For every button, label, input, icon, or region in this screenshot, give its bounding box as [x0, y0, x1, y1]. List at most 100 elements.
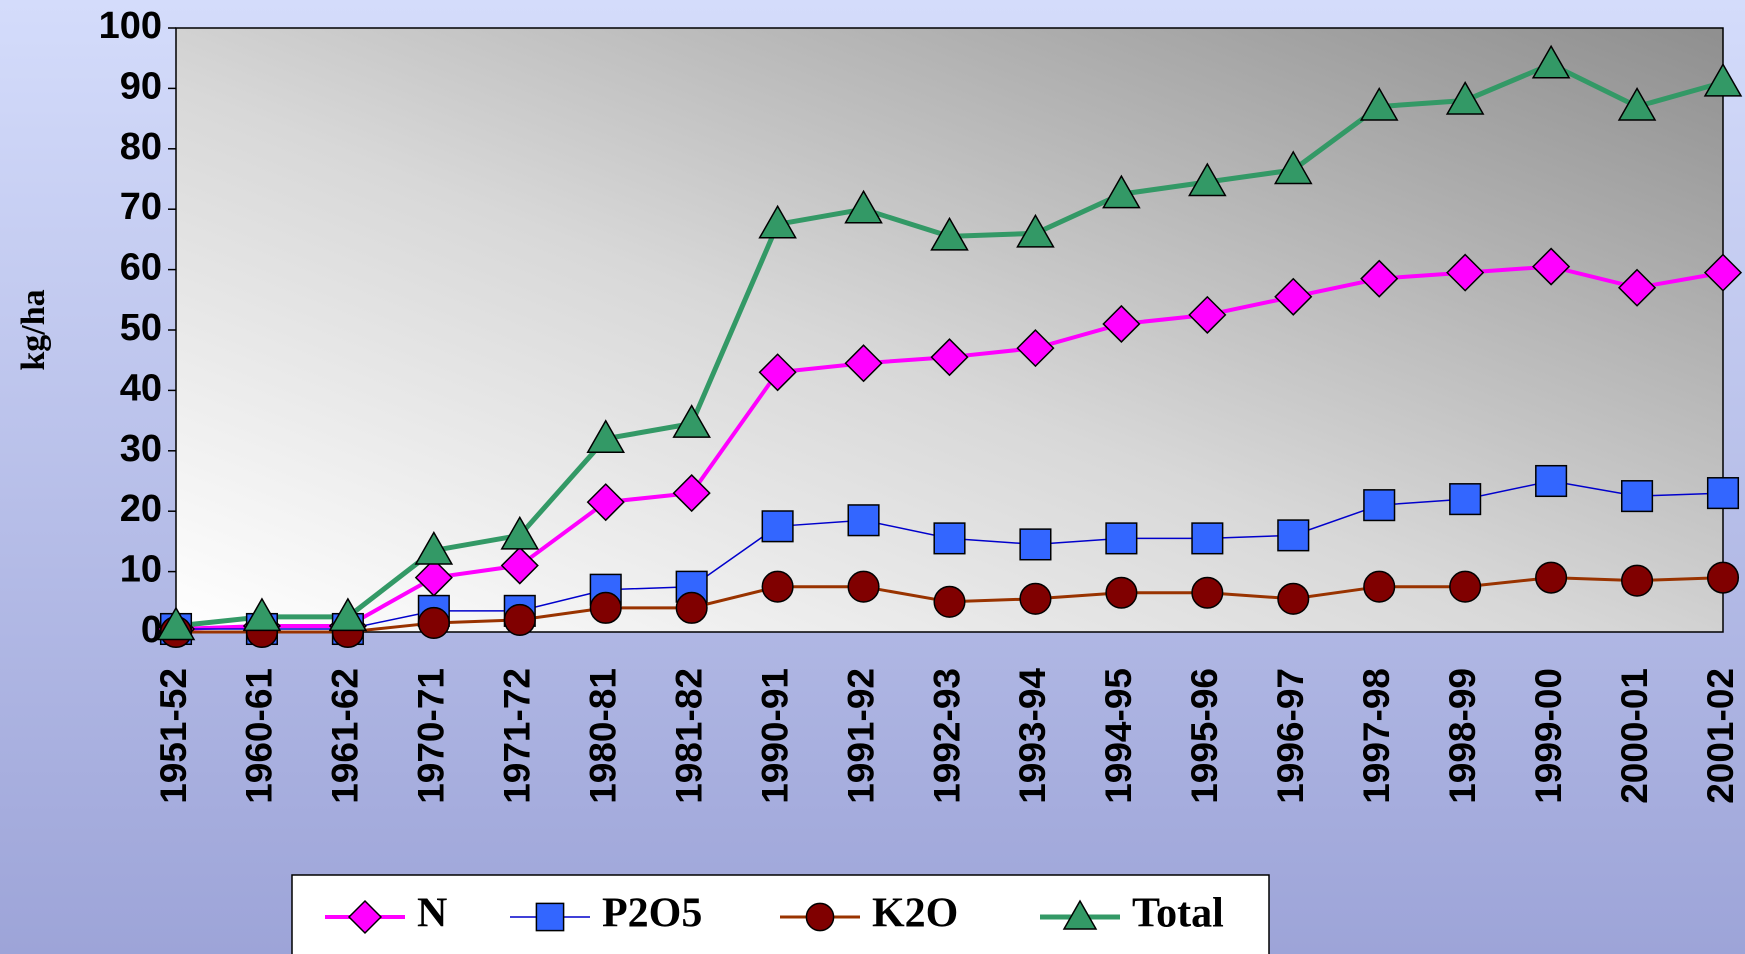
data-point — [1535, 561, 1568, 594]
data-point — [586, 483, 625, 522]
data-point — [1446, 253, 1485, 292]
y-tick-label: 40 — [120, 367, 162, 409]
data-point — [589, 591, 622, 624]
data-point — [675, 591, 708, 624]
y-tick-label: 90 — [120, 65, 162, 107]
y-tick-label: 70 — [120, 186, 162, 228]
x-tick-label: 1993-94 — [1012, 668, 1053, 804]
data-point — [1191, 576, 1224, 609]
data-point — [1274, 277, 1313, 316]
data-point — [1188, 162, 1227, 197]
data-point — [1273, 150, 1313, 185]
data-point — [414, 530, 454, 565]
y-axis-label: kg/ha — [15, 289, 52, 370]
x-tick-label: 1991-92 — [840, 668, 881, 804]
y-tick-label: 100 — [99, 5, 162, 47]
data-point — [761, 570, 794, 603]
data-point — [1277, 582, 1310, 615]
data-point — [500, 546, 539, 585]
data-point — [1449, 570, 1482, 603]
y-tick-label: 80 — [120, 126, 162, 168]
x-tick-label: 1995-96 — [1184, 668, 1225, 804]
x-tick-label: 1997-98 — [1356, 668, 1397, 804]
data-point — [1191, 522, 1224, 555]
data-point — [844, 344, 883, 383]
data-point — [1102, 174, 1141, 209]
data-point — [847, 570, 880, 603]
legend-marker — [347, 899, 383, 935]
y-tick-label: 50 — [120, 307, 162, 349]
data-point — [500, 515, 540, 550]
data-point — [1360, 259, 1399, 298]
y-tick-label: 10 — [120, 549, 162, 591]
x-tick-label: 2001-02 — [1700, 668, 1741, 804]
x-tick-label: 1998-99 — [1442, 668, 1483, 804]
data-point — [758, 353, 797, 392]
x-tick-label: 1996-97 — [1270, 668, 1311, 804]
y-tick-label: 0 — [141, 609, 162, 651]
data-point — [1016, 329, 1055, 368]
x-tick-label: 1990-91 — [754, 668, 795, 804]
x-tick-label: 2000-01 — [1614, 668, 1655, 804]
x-tick-label: 1994-95 — [1098, 668, 1139, 804]
data-point — [844, 189, 883, 224]
x-tick-label: 1961-62 — [325, 668, 366, 804]
x-tick-label: 1999-00 — [1528, 668, 1569, 804]
data-point — [1617, 268, 1657, 307]
legend-marker — [1062, 899, 1098, 930]
data-point — [1445, 80, 1485, 115]
data-point — [1621, 564, 1654, 597]
x-tick-label: 1970-71 — [411, 668, 452, 804]
legend-label: P2O5 — [602, 891, 702, 937]
legend-marker — [805, 902, 835, 932]
data-point — [1188, 295, 1227, 334]
legend-label: Total — [1132, 891, 1224, 937]
data-point — [1535, 464, 1568, 498]
data-point — [930, 338, 969, 377]
y-tick-label: 30 — [120, 428, 162, 470]
data-point — [930, 216, 969, 251]
data-point — [1706, 561, 1740, 594]
data-point — [1359, 87, 1399, 121]
data-point — [672, 404, 711, 438]
x-tick-label: 1960-61 — [239, 668, 280, 804]
data-point — [672, 474, 711, 513]
data-point — [1706, 477, 1740, 510]
data-point — [328, 597, 368, 632]
data-point — [1363, 570, 1396, 603]
data-point — [1621, 480, 1654, 513]
x-tick-label: 1971-72 — [497, 668, 538, 804]
x-tick-label: 1951-52 — [153, 668, 194, 804]
data-point — [1532, 247, 1571, 286]
legend-label: N — [417, 891, 447, 937]
data-point — [242, 597, 282, 632]
data-point — [761, 510, 794, 543]
legend-marker — [535, 902, 565, 932]
data-point — [1105, 522, 1138, 555]
data-point — [1277, 519, 1310, 552]
data-point — [1617, 87, 1657, 121]
data-point — [156, 606, 196, 641]
data-point — [1363, 489, 1396, 522]
data-point — [1531, 44, 1571, 79]
data-point — [758, 204, 797, 239]
legend-label: K2O — [872, 891, 958, 937]
data-point — [933, 585, 966, 618]
data-point — [1105, 576, 1138, 609]
data-point — [847, 504, 880, 537]
x-tick-label: 1980-81 — [583, 668, 624, 804]
data-point — [1703, 253, 1743, 292]
data-point — [1449, 483, 1482, 516]
data-point — [503, 603, 536, 636]
data-point — [586, 419, 626, 453]
data-point — [417, 606, 450, 639]
data-point — [933, 522, 966, 555]
x-tick-label: 1981-82 — [668, 668, 709, 804]
x-tick-label: 1992-93 — [926, 668, 967, 804]
y-tick-label: 20 — [120, 488, 162, 530]
data-point — [1016, 213, 1055, 248]
data-point — [1703, 62, 1743, 97]
y-tick-label: 60 — [120, 247, 162, 289]
data-point — [1102, 304, 1141, 344]
